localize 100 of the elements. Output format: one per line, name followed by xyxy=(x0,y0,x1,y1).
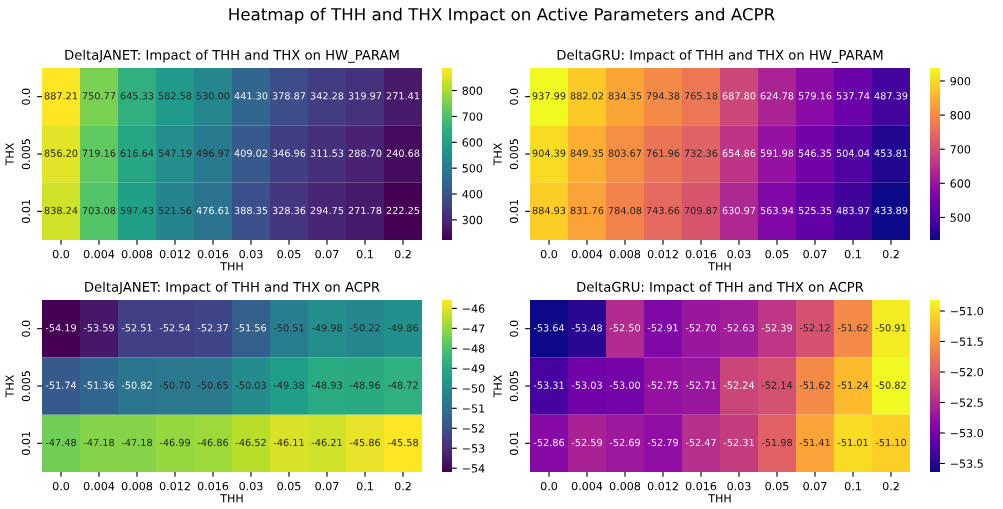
x-tick-label: 0.03 xyxy=(727,481,751,491)
data-label: -52.63 xyxy=(723,324,754,332)
x-tick-label: 0.05 xyxy=(765,249,789,259)
data-label: -53.31 xyxy=(533,381,564,389)
y-axis-title: THX xyxy=(5,142,14,166)
y-tick-label: 0.01 xyxy=(509,199,519,223)
data-label: -50.82 xyxy=(121,381,152,389)
y-tick-label: 0.01 xyxy=(21,199,31,223)
data-label: -52.54 xyxy=(159,324,191,332)
data-label: -52.71 xyxy=(685,381,716,389)
data-label: -51.24 xyxy=(837,381,869,389)
data-label: 645.33 xyxy=(120,92,154,100)
y-tick-label: 0.0 xyxy=(21,88,31,105)
data-label: 591.98 xyxy=(760,149,794,157)
y-tick-label: 0.005 xyxy=(509,139,519,170)
data-label: 834.35 xyxy=(608,92,642,100)
data-label: -52.47 xyxy=(685,438,716,447)
color-bar-label: −51 xyxy=(462,404,485,413)
x-tick-label: 0.004 xyxy=(571,249,603,259)
data-label: 856.20 xyxy=(44,149,78,157)
x-axis-title: THH xyxy=(708,494,731,503)
x-tick-label: 0.05 xyxy=(765,481,789,491)
x-tick-label: 0.012 xyxy=(159,481,190,491)
data-label: -50.65 xyxy=(197,381,228,389)
chart-title: DeltaJANET: Impact of THH and THX on ACPR xyxy=(85,281,380,295)
data-label: 547.19 xyxy=(158,149,192,157)
data-label: -51.62 xyxy=(799,381,830,389)
x-tick-label: 0.07 xyxy=(803,481,827,491)
y-tick-label: 0.005 xyxy=(21,139,31,170)
data-label: -52.70 xyxy=(685,324,717,332)
data-label: 761.96 xyxy=(646,149,680,157)
color-bar-label: 700 xyxy=(950,145,971,154)
data-label: -46.86 xyxy=(197,438,229,447)
chart-title: DeltaGRU: Impact of THH and THX on HW_PARAM xyxy=(557,49,883,63)
x-axis-title: THH xyxy=(220,262,243,271)
data-label: -49.86 xyxy=(387,324,419,332)
data-label: 409.02 xyxy=(234,149,268,157)
color-bar-label: 600 xyxy=(950,179,971,188)
data-label: -45.58 xyxy=(387,438,419,447)
data-label: 546.35 xyxy=(798,149,832,157)
color-bar-label: 600 xyxy=(462,138,483,147)
x-tick-label: 0.2 xyxy=(882,249,899,259)
x-tick-label: 0.0 xyxy=(540,249,558,259)
text: Heatmap of THH and THX Impact on Active Parameters and ACPR xyxy=(229,7,775,24)
color-bar-label: 300 xyxy=(462,215,483,225)
data-label: 346.96 xyxy=(272,149,306,157)
y-tick-label: 0.0 xyxy=(509,320,519,337)
data-label: 687.80 xyxy=(722,92,756,100)
y-tick-label: 0.0 xyxy=(509,88,519,105)
data-label: -46.99 xyxy=(159,438,190,447)
x-tick-label: 0.012 xyxy=(647,481,678,491)
x-tick-label: 0.012 xyxy=(159,249,190,259)
data-label: 765.18 xyxy=(684,92,718,100)
y-tick-label: 0.01 xyxy=(509,431,519,455)
x-tick-label: 0.1 xyxy=(356,249,373,259)
data-label: -46.52 xyxy=(235,438,266,447)
data-label: 288.70 xyxy=(348,149,382,157)
color-bar-label: −50 xyxy=(462,384,485,393)
y-tick-label: 0.005 xyxy=(509,371,519,402)
data-label: 794.38 xyxy=(646,92,680,100)
data-label: 319.97 xyxy=(348,92,382,100)
data-label: 271.41 xyxy=(386,92,420,100)
data-label: 342.28 xyxy=(310,92,344,100)
data-label: 240.68 xyxy=(386,149,420,157)
x-axis-title: THH xyxy=(708,262,731,271)
data-label: 311.53 xyxy=(310,149,344,157)
data-label: -54.19 xyxy=(45,324,76,332)
data-label: -50.51 xyxy=(273,324,304,332)
x-tick-label: 0.2 xyxy=(882,481,899,491)
x-tick-label: 0.03 xyxy=(727,249,751,259)
data-label: -46.11 xyxy=(273,438,304,447)
color-bar-label: −51.5 xyxy=(950,337,983,346)
data-label: 803.67 xyxy=(608,149,642,157)
x-tick-label: 0.004 xyxy=(83,481,115,491)
x-tick-label: 0.008 xyxy=(609,481,641,491)
data-label: -49.38 xyxy=(273,381,305,389)
data-label: -48.72 xyxy=(387,381,418,389)
data-label: -53.59 xyxy=(83,324,114,332)
color-bar-label: −54 xyxy=(462,464,485,473)
data-label: -52.39 xyxy=(761,324,792,332)
data-label: 838.24 xyxy=(44,206,78,215)
x-tick-label: 0.0 xyxy=(52,249,70,259)
data-label: -52.12 xyxy=(799,324,830,332)
data-label: 441.30 xyxy=(234,92,268,100)
data-label: -52.69 xyxy=(609,438,640,447)
data-label: -49.98 xyxy=(311,324,343,332)
data-label: 882.02 xyxy=(570,92,604,100)
data-label: -48.93 xyxy=(311,381,342,389)
x-tick-label: 0.05 xyxy=(277,481,301,491)
x-tick-label: 0.07 xyxy=(315,481,339,491)
data-label: -52.24 xyxy=(723,381,755,389)
data-label: -52.14 xyxy=(761,381,793,389)
data-label: -50.91 xyxy=(875,324,906,332)
color-bar-label: −53.0 xyxy=(950,428,984,438)
data-label: 530.00 xyxy=(196,92,230,100)
x-tick-label: 0.016 xyxy=(685,481,717,491)
x-tick-label: 0.07 xyxy=(315,249,339,259)
color-bar-label: −51.0 xyxy=(950,306,984,316)
x-tick-label: 0.004 xyxy=(571,481,603,491)
y-axis-title: THX xyxy=(5,374,14,398)
